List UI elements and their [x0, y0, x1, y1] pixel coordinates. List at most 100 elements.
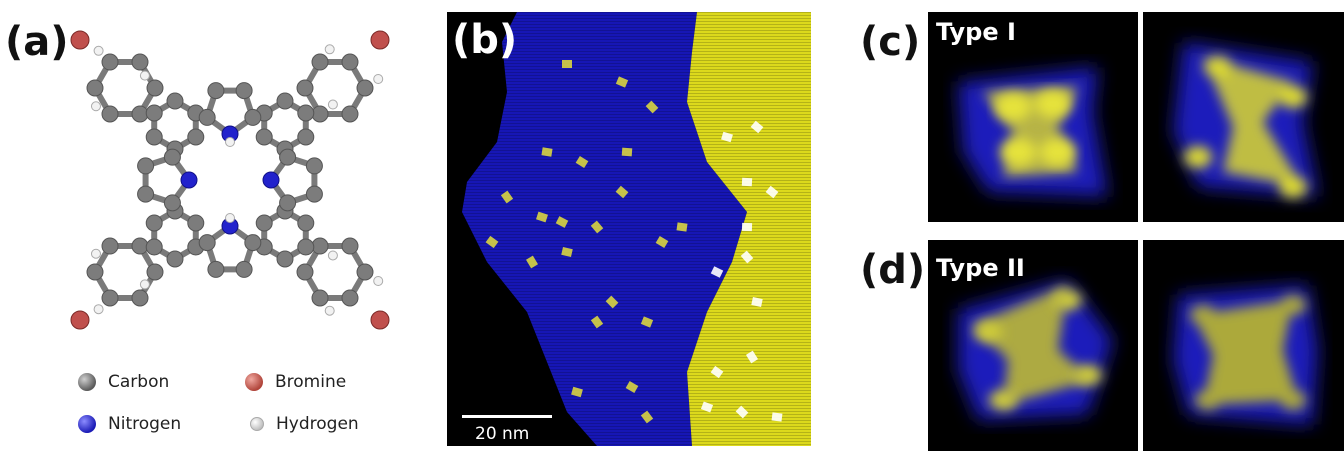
carbon-atom — [145, 214, 163, 232]
type-i-image-right — [1143, 12, 1344, 222]
carbon-atom — [166, 92, 184, 110]
carbon-atom — [101, 289, 119, 307]
legend-item-nitrogen: Nitrogen — [78, 414, 181, 434]
legend-item-carbon: Carbon — [78, 372, 169, 392]
adsorbed-molecule — [541, 147, 553, 157]
carbon-atom — [341, 237, 359, 255]
adsorbed-molecule — [771, 412, 783, 422]
adsorbed-molecule — [655, 235, 669, 249]
carbon-atom — [311, 53, 329, 71]
adsorbed-molecule — [625, 381, 639, 393]
adsorbed-molecule — [590, 220, 604, 234]
carbon-atom — [166, 250, 184, 268]
carbon-atom — [187, 214, 205, 232]
adsorbed-molecule — [645, 100, 659, 114]
adsorbed-molecule — [536, 211, 548, 223]
adsorbed-molecule — [500, 190, 514, 204]
adsorbed-molecule — [751, 297, 763, 307]
adsorbed-molecule — [615, 185, 629, 199]
nitrogen-atom-icon — [78, 415, 96, 433]
hydrogen-atom — [225, 213, 235, 223]
carbon-atom — [297, 238, 315, 256]
carbon-atom — [163, 194, 181, 212]
carbon-atom — [341, 53, 359, 71]
carbon-atom — [341, 105, 359, 123]
carbon-atom — [279, 148, 297, 166]
hydrogen-atom — [93, 45, 104, 56]
panel-label-c: (c) — [860, 19, 921, 65]
adsorbed-molecule — [615, 76, 629, 88]
adsorbed-molecule — [765, 185, 779, 199]
carbon-atom — [297, 128, 315, 146]
adsorbed-molecule — [640, 316, 654, 328]
carbon-atom — [198, 234, 216, 252]
carbon-atom — [163, 148, 181, 166]
carbon-atom — [86, 79, 104, 97]
nitrogen-atom — [262, 171, 280, 189]
bromine-atom — [70, 310, 90, 330]
carbon-atom — [255, 214, 273, 232]
carbon-atom — [145, 238, 163, 256]
adsorbed-molecule — [562, 60, 572, 68]
panel-label-b: (b) — [452, 17, 518, 63]
type-ii-label: Type II — [936, 254, 1025, 282]
legend-item-bromine: Bromine — [245, 372, 346, 392]
adsorbed-molecule — [741, 222, 753, 232]
legend-label-carbon: Carbon — [108, 372, 170, 392]
type-ii-image-left: Type II — [928, 240, 1138, 451]
molecule-bonds — [92, 59, 368, 301]
hydrogen-atom — [373, 276, 384, 287]
adsorbed-molecule — [640, 410, 654, 424]
hydrogen-atom — [139, 70, 150, 81]
carbon-atom — [297, 214, 315, 232]
hydrogen-atom — [373, 73, 384, 84]
carbon-atom — [356, 263, 374, 281]
adsorbed-molecule — [735, 405, 749, 419]
molecule-structure-diagram — [70, 30, 390, 330]
hydrogen-atom — [90, 248, 101, 259]
adsorbed-molecule — [561, 246, 573, 258]
carbon-atom — [311, 237, 329, 255]
adsorbed-molecule — [700, 401, 714, 413]
bromine-atom — [370, 310, 390, 330]
carbon-atom-icon — [78, 373, 96, 391]
adsorbed-molecule — [741, 177, 753, 187]
carbon-atom — [276, 250, 294, 268]
carbon-atom — [356, 79, 374, 97]
carbon-atom — [244, 234, 262, 252]
adsorbed-molecule — [710, 266, 724, 278]
hydrogen-atom-icon — [250, 417, 264, 431]
carbon-atom — [131, 105, 149, 123]
carbon-atom — [101, 105, 119, 123]
bromine-atom — [70, 30, 90, 50]
carbon-atom — [311, 105, 329, 123]
hydrogen-atom — [139, 279, 150, 290]
hydrogen-atom — [327, 250, 338, 261]
carbon-atom — [235, 260, 253, 278]
carbon-atom — [296, 79, 314, 97]
panel-label-d: (d) — [860, 247, 926, 293]
carbon-atom — [145, 104, 163, 122]
carbon-atom — [101, 53, 119, 71]
adsorbed-molecule — [710, 365, 724, 379]
adsorbed-molecule — [485, 235, 499, 249]
hydrogen-atom — [93, 304, 104, 315]
adsorbed-molecule — [745, 350, 759, 364]
hydrogen-atom — [324, 44, 335, 55]
carbon-atom — [198, 108, 216, 126]
carbon-atom — [137, 157, 155, 175]
bromine-atom-icon — [245, 373, 263, 391]
nitrogen-atom — [180, 171, 198, 189]
carbon-atom — [311, 289, 329, 307]
adsorbed-molecule — [605, 295, 619, 309]
type-ii-image-right — [1143, 240, 1344, 451]
legend-label-hydrogen: Hydrogen — [276, 414, 359, 434]
carbon-atom — [296, 263, 314, 281]
hydrogen-atom — [90, 101, 101, 112]
carbon-atom — [137, 185, 155, 203]
hydrogen-atom — [225, 137, 235, 147]
adsorbed-molecule — [525, 255, 539, 269]
carbon-atom — [207, 82, 225, 100]
legend-label-nitrogen: Nitrogen — [108, 414, 182, 434]
carbon-atom — [131, 53, 149, 71]
